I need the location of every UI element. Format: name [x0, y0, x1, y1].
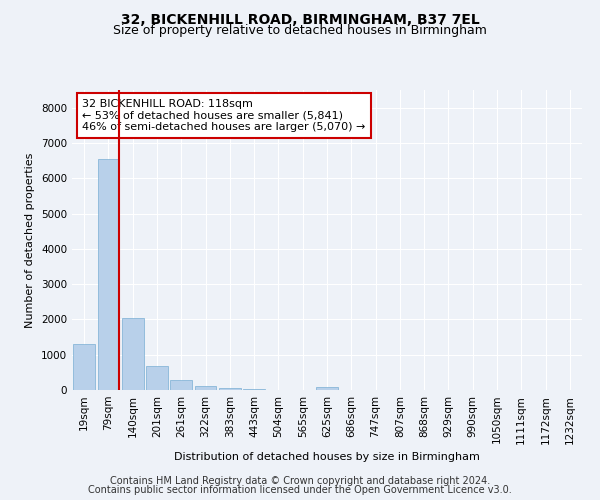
Text: Contains public sector information licensed under the Open Government Licence v3: Contains public sector information licen…: [88, 485, 512, 495]
Text: Size of property relative to detached houses in Birmingham: Size of property relative to detached ho…: [113, 24, 487, 37]
Bar: [219, 388, 241, 390]
Text: Contains HM Land Registry data © Crown copyright and database right 2024.: Contains HM Land Registry data © Crown c…: [110, 476, 490, 486]
Bar: [122, 318, 143, 390]
Text: 32 BICKENHILL ROAD: 118sqm
← 53% of detached houses are smaller (5,841)
46% of s: 32 BICKENHILL ROAD: 118sqm ← 53% of deta…: [82, 99, 365, 132]
Bar: [146, 366, 168, 390]
Bar: [194, 386, 217, 390]
Text: 32, BICKENHILL ROAD, BIRMINGHAM, B37 7EL: 32, BICKENHILL ROAD, BIRMINGHAM, B37 7EL: [121, 12, 479, 26]
Bar: [97, 159, 119, 390]
Bar: [170, 380, 192, 390]
Bar: [73, 344, 95, 390]
Text: Distribution of detached houses by size in Birmingham: Distribution of detached houses by size …: [174, 452, 480, 462]
Bar: [316, 387, 338, 390]
Bar: [243, 389, 265, 390]
Y-axis label: Number of detached properties: Number of detached properties: [25, 152, 35, 328]
